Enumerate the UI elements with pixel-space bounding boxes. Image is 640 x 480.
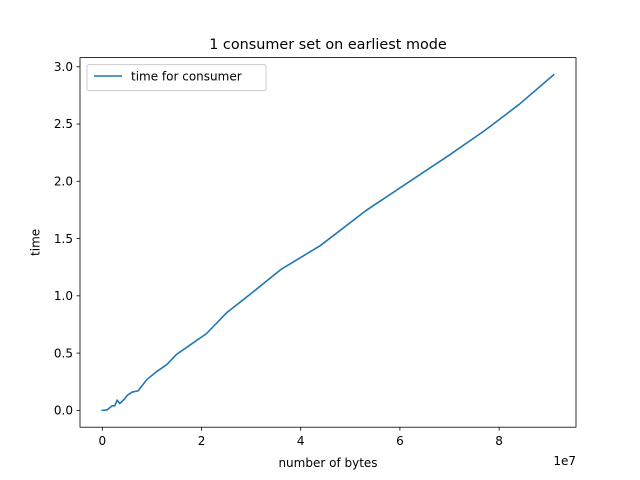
y-tick-label: 2.5 xyxy=(54,117,73,131)
y-tick-label: 3.0 xyxy=(54,60,73,74)
x-axis-offset-label: 1e7 xyxy=(553,454,576,468)
x-tick-label: 0 xyxy=(98,434,106,448)
y-axis-ticks: 0.0 0.5 1.0 1.5 2.0 2.5 3.0 xyxy=(54,60,80,418)
x-axis-label: number of bytes xyxy=(278,456,377,470)
chart-title: 1 consumer set on earliest mode xyxy=(209,37,447,53)
x-tick-label: 6 xyxy=(396,434,404,448)
x-tick-label: 2 xyxy=(198,434,206,448)
y-tick-label: 1.5 xyxy=(54,232,73,246)
y-axis-label: time xyxy=(29,229,43,256)
y-tick-label: 0.0 xyxy=(54,404,73,418)
plot-area xyxy=(79,57,577,428)
y-tick-label: 1.0 xyxy=(54,289,73,303)
legend-label: time for consumer xyxy=(131,70,242,84)
legend: time for consumer xyxy=(86,64,267,92)
y-tick-label: 0.5 xyxy=(54,346,73,360)
series-line-time-for-consumer xyxy=(101,73,555,412)
x-tick-label: 4 xyxy=(297,434,305,448)
axes-frame xyxy=(79,57,577,428)
x-tick-label: 8 xyxy=(495,434,503,448)
y-tick-label: 2.0 xyxy=(54,174,73,188)
legend-box xyxy=(86,64,267,92)
x-axis-ticks: 0 2 4 6 8 xyxy=(98,427,503,448)
